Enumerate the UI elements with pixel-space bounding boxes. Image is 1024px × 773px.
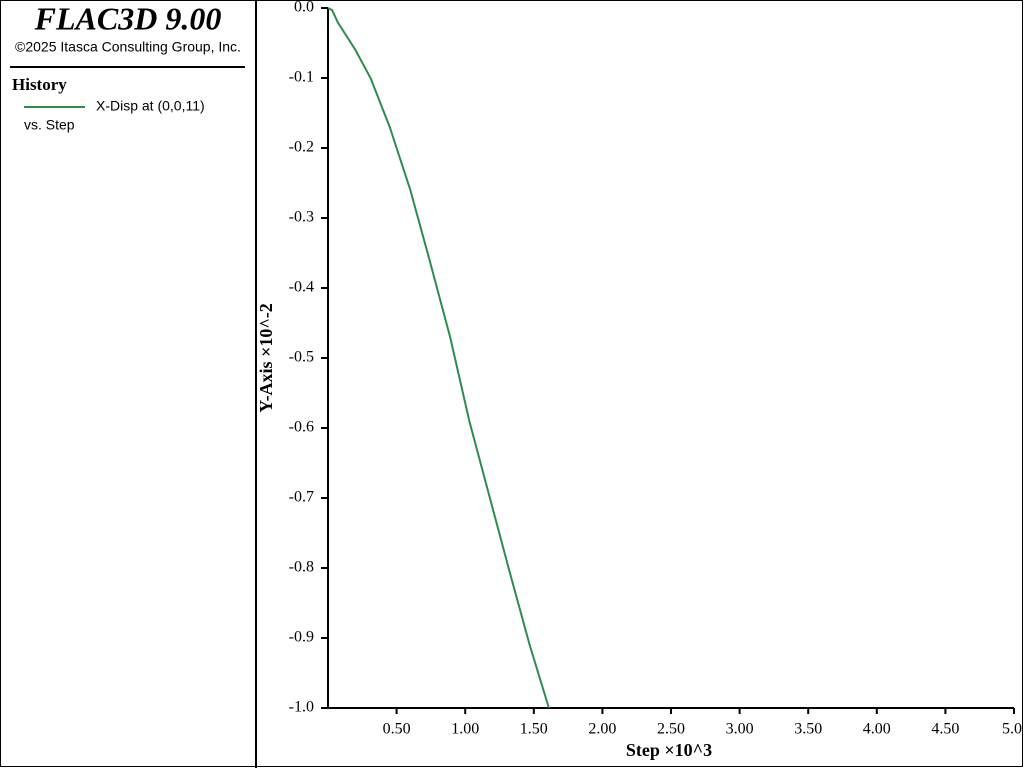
y-tick-label: -1.0: [289, 699, 314, 716]
app-title: FLAC3D 9.00: [34, 0, 222, 36]
x-tick-label: 3.50: [794, 721, 822, 738]
x-tick-label: 4.50: [931, 721, 959, 738]
y-tick-label: 0.0: [294, 0, 314, 16]
y-tick-label: -0.6: [289, 419, 314, 436]
y-tick-label: -0.4: [289, 279, 314, 296]
x-axis-label: Step ×10^3: [626, 740, 712, 760]
x-tick-label: 3.00: [726, 721, 754, 738]
y-tick-label: -0.1: [289, 69, 314, 86]
x-tick-label: 0.50: [383, 721, 411, 738]
legend-entry: X-Disp at (0,0,11): [96, 98, 205, 114]
y-tick-label: -0.3: [289, 209, 314, 226]
copyright: ©2025 Itasca Consulting Group, Inc.: [15, 39, 241, 55]
series-line: [327, 7, 550, 709]
x-tick-label: 1.00: [451, 721, 479, 738]
y-tick-label: -0.2: [289, 139, 314, 156]
y-tick-label: -0.9: [289, 629, 314, 646]
x-tick-label: 2.50: [657, 721, 685, 738]
y-tick-label: -0.8: [289, 559, 314, 576]
y-tick-label: -0.7: [289, 489, 314, 506]
x-tick-label: 1.50: [520, 721, 548, 738]
y-axis-label: Y-Axis ×10^-2: [256, 303, 276, 413]
y-tick-label: -0.5: [289, 349, 314, 366]
x-tick-label: 5.0: [1002, 721, 1022, 738]
legend-against: vs. Step: [24, 117, 75, 133]
x-tick-label: 4.00: [863, 721, 891, 738]
x-tick-label: 2.00: [588, 721, 616, 738]
legend-heading: History: [12, 75, 67, 94]
